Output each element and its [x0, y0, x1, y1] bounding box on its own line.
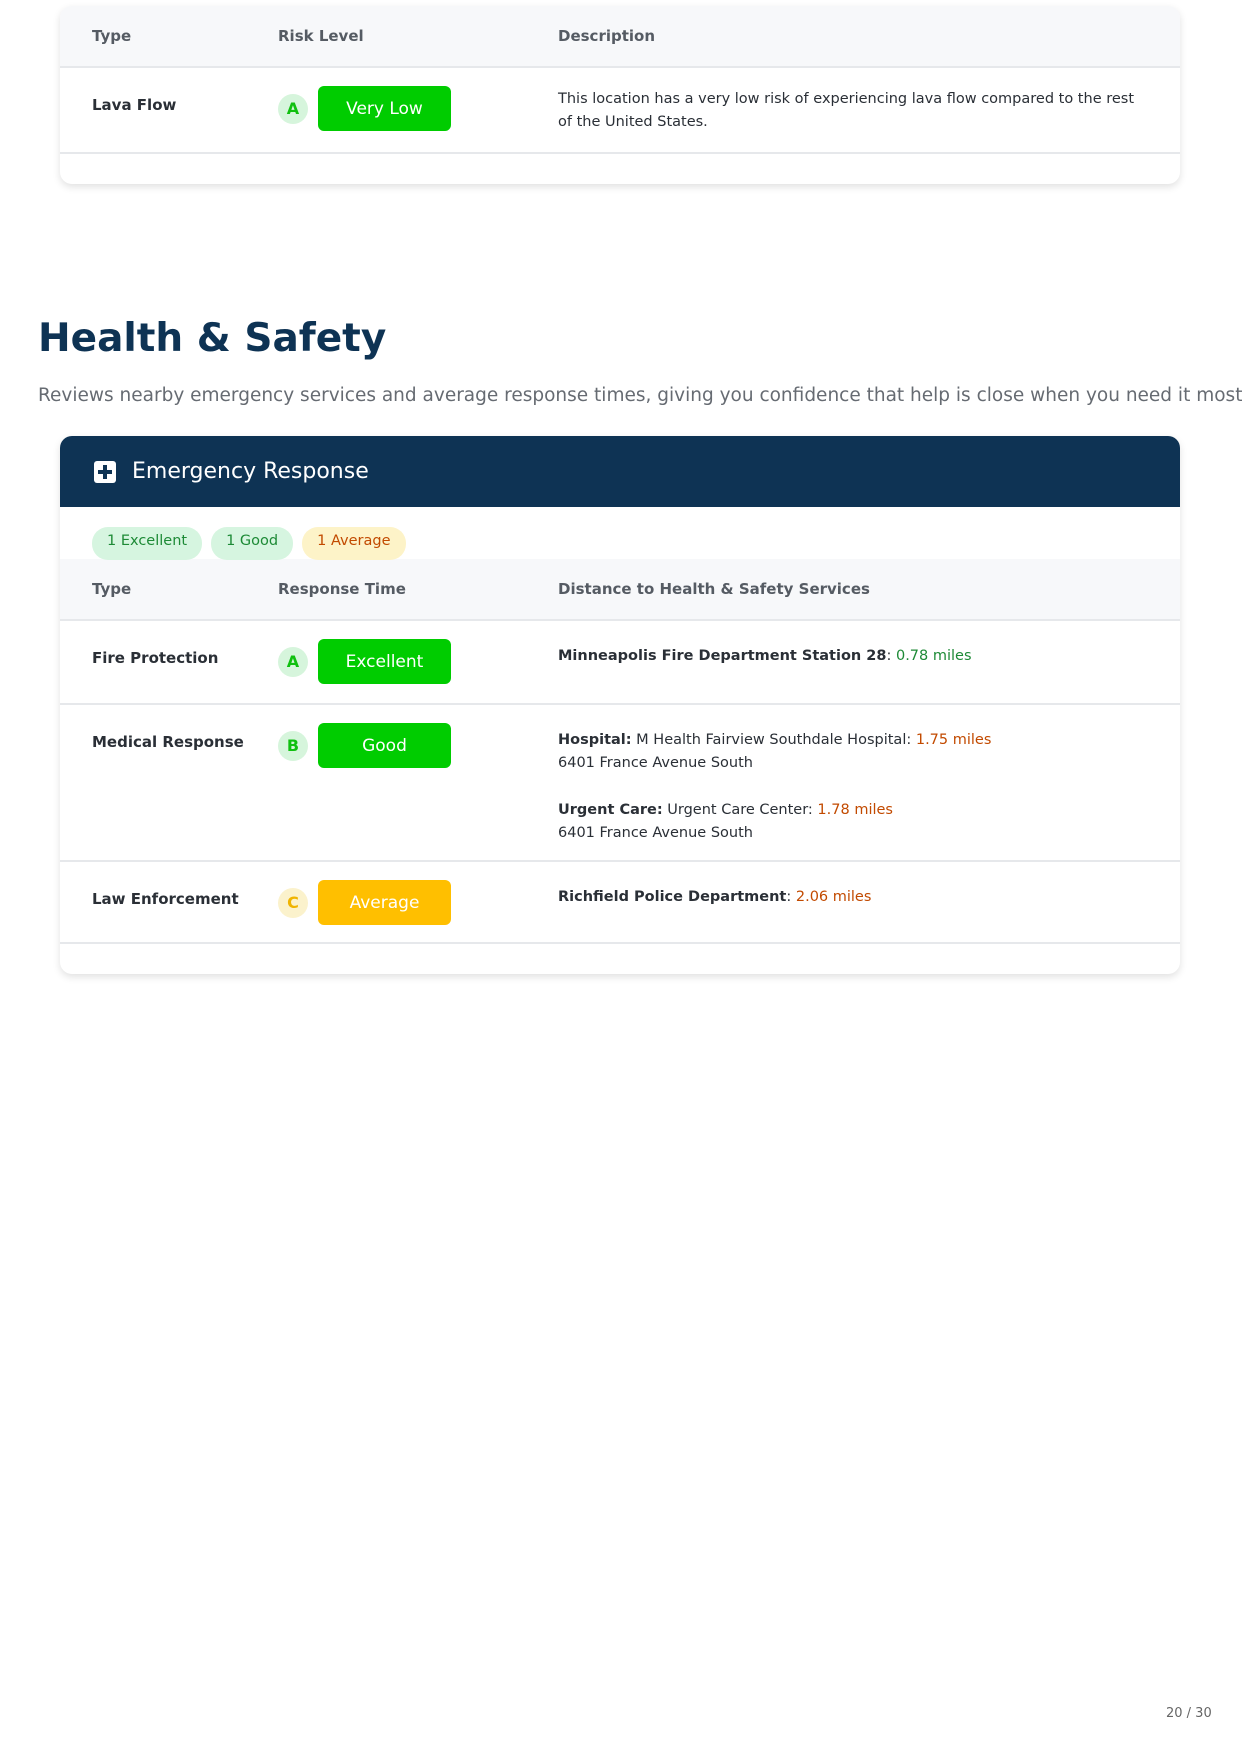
type: Fire Protection: [92, 649, 219, 667]
col-description: Description: [558, 27, 656, 45]
pill-good: 1 Good: [211, 527, 294, 560]
service-name: Minneapolis Fire Department Station 28: [558, 648, 887, 664]
urgent-care-address: 6401 France Avenue South: [558, 825, 753, 841]
table-header: Type Risk Level Description: [60, 6, 1180, 68]
plus-square-icon: [94, 460, 116, 483]
card-footer: [60, 944, 1180, 974]
pill-excellent: 1 Excellent: [92, 527, 203, 560]
response-grade: A Excellent: [278, 621, 558, 684]
response-badge: Average: [318, 880, 451, 925]
service-distance: 0.78 miles: [895, 648, 972, 664]
response-badge: Excellent: [318, 639, 451, 684]
table-row-fire: Fire Protection A Excellent Minneapolis F…: [60, 621, 1180, 705]
table-row-law: Law Enforcement C Average Richfield Polic…: [60, 862, 1180, 944]
risk-grade: A Very Low: [278, 68, 558, 131]
emergency-card: Emergency Response 1 Excellent 1 Good 1 …: [60, 436, 1180, 974]
card-header: Emergency Response: [60, 436, 1180, 507]
card-title: Emergency Response: [132, 459, 369, 484]
type: Lava Flow: [92, 96, 177, 114]
response-grade: B Good: [278, 705, 558, 768]
service-distance: 2.06 miles: [795, 889, 872, 905]
col-type: Type: [92, 580, 132, 598]
type: Law Enforcement: [92, 890, 239, 908]
response-grade: C Average: [278, 862, 558, 925]
service-info: Minneapolis Fire Department Station 28: …: [558, 648, 972, 664]
risk-badge: Very Low: [318, 86, 451, 131]
section-subtitle: Reviews nearby emergency services and av…: [38, 385, 1242, 406]
page-number: 20 / 30: [1166, 1706, 1212, 1721]
grade-letter: B: [278, 730, 308, 761]
table-row: Lava Flow A Very Low This location has a …: [60, 68, 1180, 154]
card-footer: [60, 154, 1180, 184]
hospital-address: 6401 France Avenue South: [558, 755, 753, 771]
hospital-label: Hospital:: [558, 732, 632, 748]
urgent-care-label: Urgent Care:: [558, 802, 663, 818]
section-title: Health & Safety: [38, 316, 387, 361]
service-info: Hospital: M Health Fairview Southdale Ho…: [558, 705, 1180, 869]
grade-letter: A: [278, 646, 308, 677]
urgent-care-distance: 1.78 miles: [817, 802, 893, 818]
col-distance: Distance to Health & Safety Services: [558, 580, 870, 598]
description: This location has a very low risk of exp…: [558, 91, 1135, 130]
grade-letter: C: [278, 887, 308, 918]
hospital-name: M Health Fairview Southdale Hospital:: [636, 732, 912, 748]
grade-letter: A: [278, 93, 308, 124]
col-type: Type: [92, 27, 132, 45]
type: Medical Response: [92, 733, 244, 751]
pill-average: 1 Average: [302, 527, 406, 560]
response-badge: Good: [318, 723, 451, 768]
table-header: Type Response Time Distance to Health & …: [60, 559, 1180, 621]
urgent-care-name: Urgent Care Center:: [667, 802, 813, 818]
service-info: Richfield Police Department: 2.06 miles: [558, 889, 872, 905]
col-risk: Risk Level: [278, 27, 364, 45]
summary-pills: 1 Excellent 1 Good 1 Average: [60, 507, 1180, 560]
table-row-medical: Medical Response B Good Hospital: M Healt…: [60, 705, 1180, 862]
col-response-time: Response Time: [278, 580, 406, 598]
hospital-distance: 1.75 miles: [915, 732, 992, 748]
service-name: Richfield Police Department: [558, 889, 787, 905]
